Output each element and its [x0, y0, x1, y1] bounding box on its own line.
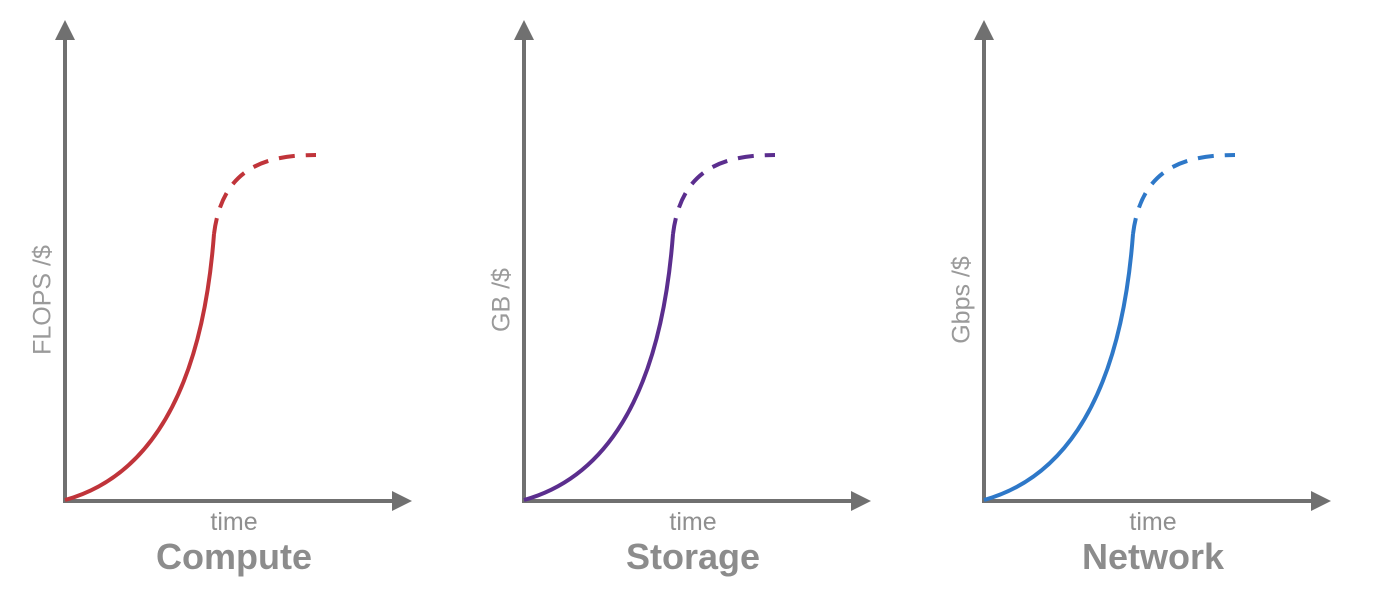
growth-curve-solid	[983, 233, 1135, 502]
x-axis-arrow-icon	[851, 491, 871, 511]
panel-title: Network	[1081, 536, 1225, 577]
x-axis-arrow-icon	[392, 491, 412, 511]
storage-panel: GB /$ time Storage	[459, 0, 879, 599]
growth-curve-projected	[671, 153, 776, 235]
growth-curve-projected	[1131, 153, 1236, 235]
y-axis-arrow-icon	[974, 20, 994, 40]
y-axis-label: Gbps /$	[947, 256, 976, 344]
x-axis-label: time	[210, 508, 258, 536]
network-panel: Gbps /$ time Network	[919, 0, 1339, 599]
x-axis-label: time	[669, 508, 717, 536]
growth-curve-projected	[212, 153, 317, 235]
storage-plot	[514, 20, 871, 511]
y-axis-label: GB /$	[487, 268, 516, 332]
network-plot	[974, 20, 1331, 511]
growth-curve-solid	[64, 233, 216, 502]
x-axis-arrow-icon	[1311, 491, 1331, 511]
y-axis-arrow-icon	[514, 20, 534, 40]
x-axis-label: time	[1129, 508, 1177, 536]
y-axis-arrow-icon	[55, 20, 75, 40]
growth-curve-solid	[523, 233, 675, 502]
compute-panel: FLOPS /$ time Compute	[0, 0, 420, 599]
y-axis-label: FLOPS /$	[28, 245, 57, 355]
compute-plot	[55, 20, 412, 511]
panel-title: Compute	[156, 536, 312, 577]
panel-title: Storage	[625, 536, 761, 577]
